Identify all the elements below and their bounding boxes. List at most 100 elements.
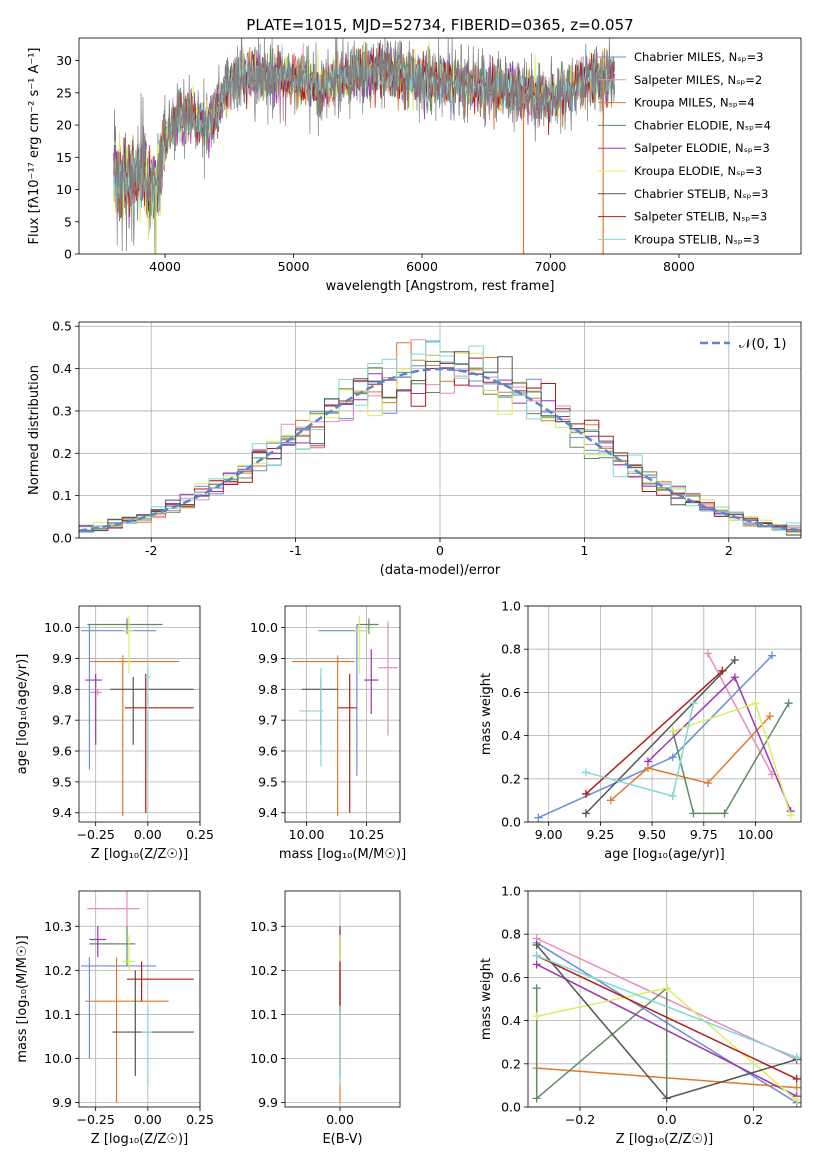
weight-marker (703, 649, 712, 658)
axes-residuals: -2 -1 0 1 2 0.0 0.1 0.2 0.3 0.4 0.5 (data-model)/er… (27, 319, 802, 578)
histogram-series (79, 351, 801, 538)
x-axis-label: age [log₁₀(age/yr)] (604, 847, 725, 862)
weight-marker (689, 809, 698, 818)
y-tick-label: 10.0 (44, 1051, 72, 1066)
x-tick-label: 10.00 (738, 827, 774, 842)
weight-line (536, 963, 798, 1097)
errorbar-point (89, 926, 136, 966)
plot-area (81, 615, 194, 816)
y-tick-label: 9.6 (258, 744, 278, 759)
axes-weight_vs_age: 9.00 9.25 9.50 9.75 10.00 0.0 0.2 0.4 0.6 0.8 1.0 a… (479, 599, 802, 862)
y-tick-label: 0.4 (52, 361, 72, 376)
y-tick-label: 10.2 (250, 963, 278, 978)
y-tick-label: 1.0 (501, 599, 521, 614)
legend-label: Kroupa MILES, Nₛₚ=4 (634, 96, 755, 110)
y-tick-label: 10.0 (250, 1051, 278, 1066)
spectrum-line (113, 38, 616, 254)
errorbar-point (122, 615, 134, 674)
errorbar-point (299, 667, 324, 767)
y-axis-label: Normed distribution (27, 365, 42, 495)
weight-marker (792, 1096, 801, 1105)
errorbar-point (354, 615, 369, 674)
legend-label: Chabrier MILES, Nₛₚ=3 (634, 50, 763, 64)
y-tick-label: 10.1 (250, 1007, 278, 1022)
x-tick-label: 8000 (663, 259, 695, 274)
weight-series (534, 651, 777, 822)
y-tick-label: 0.0 (501, 815, 521, 830)
x-tick-label: 7000 (535, 259, 567, 274)
axes-age_vs_Z: −0.25 0.00 0.25 9.4 9.5 9.6 9.7 9.8 9.9 10.0 Z [lo… (15, 605, 214, 862)
weight-series (581, 656, 739, 818)
weight-line (536, 955, 798, 1080)
weight-marker (668, 753, 677, 762)
errorbar-point (89, 655, 180, 816)
weight-line (585, 670, 723, 795)
y-tick-label: 10.1 (44, 1007, 72, 1022)
y-tick-label: 0.4 (501, 1013, 521, 1028)
x-tick-label: 9.75 (690, 827, 718, 842)
weight-marker (786, 811, 795, 820)
weight-series (581, 666, 727, 798)
y-tick-label: 5 (64, 214, 72, 229)
normal-curve (79, 367, 801, 532)
plot-area (292, 615, 398, 816)
x-tick-label: -1 (289, 543, 301, 558)
errorbar-point (364, 649, 379, 714)
y-tick-label: 0.6 (501, 685, 521, 700)
errorbar-point (378, 621, 398, 736)
y-tick-label: 9.9 (258, 1095, 278, 1110)
legend: 𝒩(0, 1) (700, 337, 786, 352)
y-tick-label: 0.3 (52, 403, 72, 418)
y-tick-label: 9.7 (258, 713, 278, 728)
legend-label: Kroupa ELODIE, Nₛₚ=3 (634, 164, 762, 178)
axes-frame (527, 890, 802, 1108)
x-tick-label: 10.25 (349, 827, 385, 842)
weight-marker (718, 666, 727, 675)
y-tick-label: 9.5 (258, 774, 278, 789)
weight-marker (532, 951, 541, 960)
y-tick-label: 10.3 (250, 919, 278, 934)
errorbar-point (112, 970, 194, 1077)
y-tick-label: 0.0 (501, 1100, 521, 1115)
y-axis-label: mass weight (479, 958, 494, 1040)
weight-marker (662, 1094, 671, 1103)
weight-marker (730, 673, 739, 682)
axes-spectrum: 4000 5000 6000 7000 8000 0 5 10 15 20 25 30 waveleng… (27, 16, 802, 294)
y-tick-label: 9.4 (52, 805, 72, 820)
weight-marker (532, 984, 541, 993)
x-tick-label: 0.2 (743, 1112, 763, 1127)
chart-title: PLATE=1015, MJD=52734, FIBERID=0365, z=0… (246, 16, 633, 34)
frame: −0.25 0.00 0.25 9.9 10.0 10.1 10.2 10.3 Z [log₁₀… (15, 890, 214, 1147)
y-tick-label: 20 (56, 118, 72, 133)
frame: 4000 5000 6000 7000 8000 0 5 10 15 20 25 30 waveleng… (27, 16, 802, 294)
x-axis-label: mass [log₁₀(M/M☉)] (279, 847, 406, 862)
weight-series (668, 699, 795, 820)
x-tick-label: 9.50 (638, 827, 666, 842)
y-tick-label: 30 (56, 53, 72, 68)
legend-label: Chabrier STELIB, Nₛₚ=3 (634, 187, 768, 201)
errorbar-point (87, 618, 163, 634)
errorbar-point (85, 957, 169, 1103)
y-tick-label: 1.0 (501, 884, 521, 899)
y-tick-label: 25 (56, 85, 72, 100)
weight-series (532, 951, 801, 1062)
axes-frame (284, 605, 401, 823)
x-axis-label: E(B-V) (322, 1132, 362, 1147)
x-tick-label: 9.00 (535, 827, 563, 842)
plot-area (79, 339, 801, 538)
x-tick-label: 0.25 (186, 1112, 214, 1127)
weight-line (585, 659, 736, 814)
axes-weight_vs_Z: −0.2 0.0 0.2 0.0 0.2 0.4 0.6 0.8 1.0 Z [log₁₀(Z/Z… (479, 884, 802, 1147)
y-tick-label: 9.9 (52, 651, 72, 666)
y-tick-label: 0.2 (501, 1056, 521, 1071)
weight-marker (792, 1074, 801, 1083)
axes-frame (78, 321, 802, 539)
errorbar-point (141, 1005, 153, 1085)
weight-marker (581, 809, 590, 818)
x-tick-label: -2 (145, 543, 157, 558)
axes-frame (78, 37, 802, 255)
weight-marker (720, 809, 729, 818)
weight-marker (532, 1094, 541, 1103)
y-tick-label: 0.6 (501, 970, 521, 985)
y-tick-label: 0.5 (52, 319, 72, 334)
